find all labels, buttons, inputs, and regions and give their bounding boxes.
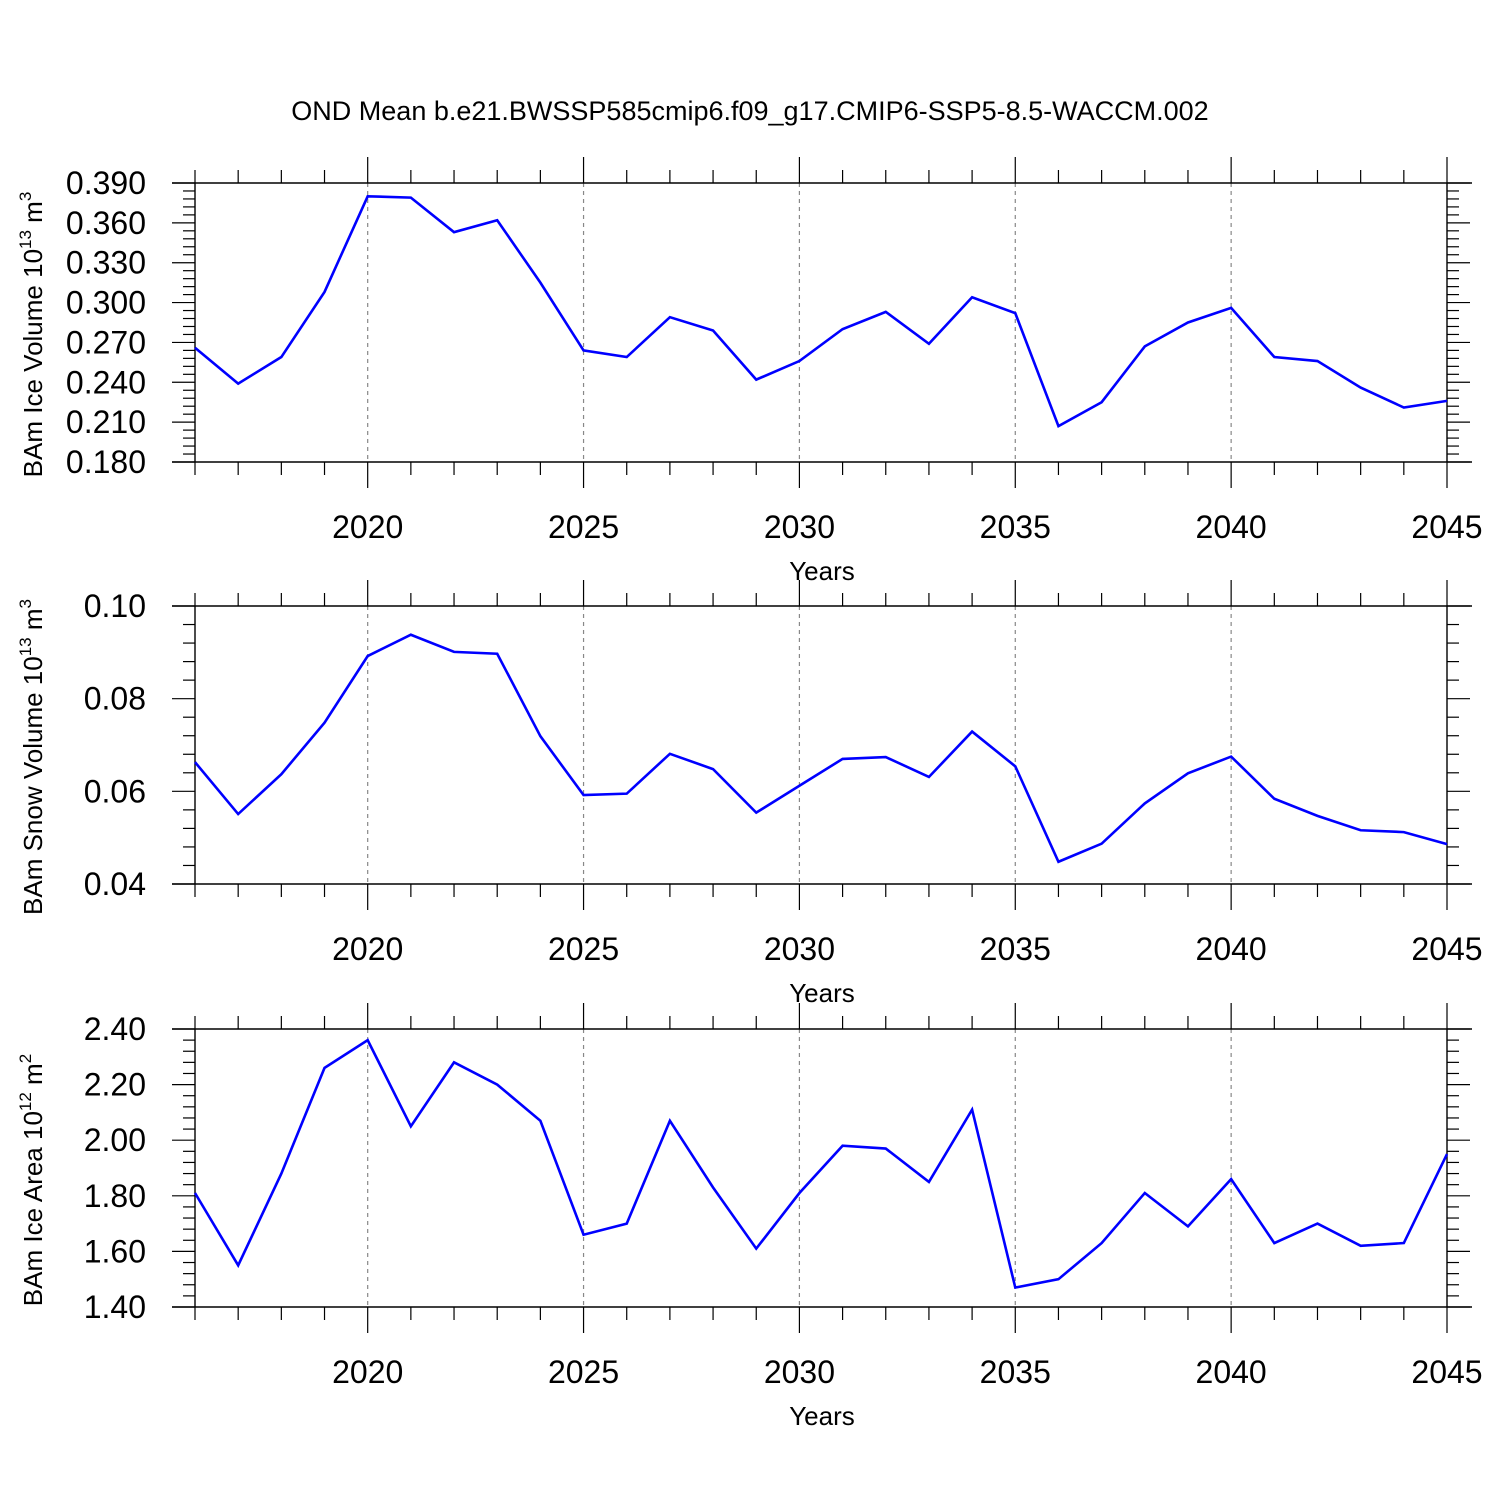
chart-panel-3: 1.40 1.60 1.80 2.00 2.20 2.40 2020 2025 2030 2035…	[16, 1003, 1483, 1431]
x-tick-label: 2040	[1196, 509, 1267, 545]
x-tick-label: 2035	[980, 509, 1051, 545]
x-axis-title: Years	[789, 556, 855, 586]
y-axis-title: BAm Ice Volume 1013 m3	[16, 192, 48, 478]
y-tick-label: 0.360	[66, 205, 146, 241]
y-tick-label: 0.270	[66, 324, 146, 360]
y-axis-title-part: m	[18, 1063, 48, 1092]
y-tick-label: 0.240	[66, 364, 146, 400]
y-tick-label: 2.00	[84, 1122, 146, 1158]
x-axis-title: Years	[789, 1401, 855, 1431]
chart-panel-2: 0.04 0.06 0.08 0.10 2020 2025 2030 2035 2040 2045…	[16, 580, 1483, 1008]
x-tick-label: 2030	[764, 1354, 835, 1390]
y-axis-title-part: BAm Ice Volume 10	[18, 249, 48, 477]
y-tick-label: 0.10	[84, 588, 146, 624]
x-axis-title: Years	[789, 978, 855, 1008]
x-tick-label: 2030	[764, 931, 835, 967]
series-line-1	[194, 194, 1448, 428]
y-tick-label: 0.08	[84, 681, 146, 717]
y-tick-label: 0.06	[84, 773, 146, 809]
chart-title: OND Mean b.e21.BWSSP585cmip6.f09_g17.CMI…	[291, 96, 1208, 126]
y-axis-title-superscript: 3	[16, 599, 35, 608]
y-axis-title-part: m	[18, 201, 48, 230]
series-line-1	[193, 1038, 1449, 1290]
x-tick-label: 2020	[332, 509, 403, 545]
x-tick-label: 2045	[1411, 509, 1482, 545]
y-axis-title-superscript: 3	[16, 192, 35, 201]
x-tick-label: 2025	[548, 1354, 619, 1390]
x-tick-label: 2025	[548, 931, 619, 967]
y-axis-title-superscript: 2	[16, 1054, 35, 1063]
y-axis-title: BAm Ice Area 1012 m2	[16, 1054, 48, 1306]
x-tick-label: 2040	[1196, 931, 1267, 967]
x-tick-label: 2045	[1411, 1354, 1482, 1390]
x-tick-label: 2030	[764, 509, 835, 545]
y-tick-label: 2.40	[84, 1011, 146, 1047]
y-axis-title-superscript: 13	[16, 637, 35, 656]
y-axis-title: BAm Snow Volume 1013 m3	[16, 599, 48, 915]
y-axis-title-part: BAm Ice Area 10	[18, 1111, 48, 1306]
y-tick-label: 0.180	[66, 444, 146, 480]
y-tick-label: 1.40	[84, 1289, 146, 1325]
y-tick-label: 1.60	[84, 1233, 146, 1269]
y-tick-label: 0.300	[66, 285, 146, 321]
x-tick-label: 2020	[332, 931, 403, 967]
x-tick-label: 2045	[1411, 931, 1482, 967]
series-line-1	[194, 633, 1448, 864]
x-tick-label: 2040	[1196, 1354, 1267, 1390]
x-tick-label: 2020	[332, 1354, 403, 1390]
y-tick-label: 0.04	[84, 866, 146, 902]
y-tick-label: 2.20	[84, 1067, 146, 1103]
x-tick-label: 2035	[980, 1354, 1051, 1390]
x-tick-label: 2035	[980, 931, 1051, 967]
y-tick-label: 0.210	[66, 404, 146, 440]
y-axis-title-superscript: 12	[16, 1092, 35, 1111]
y-tick-label: 1.80	[84, 1178, 146, 1214]
y-axis-title-superscript: 13	[16, 230, 35, 249]
x-tick-label: 2025	[548, 509, 619, 545]
y-axis-title-part: BAm Snow Volume 10	[18, 656, 48, 915]
y-tick-label: 0.330	[66, 245, 146, 281]
y-tick-label: 0.390	[66, 165, 146, 201]
y-axis-title-part: m	[18, 608, 48, 637]
